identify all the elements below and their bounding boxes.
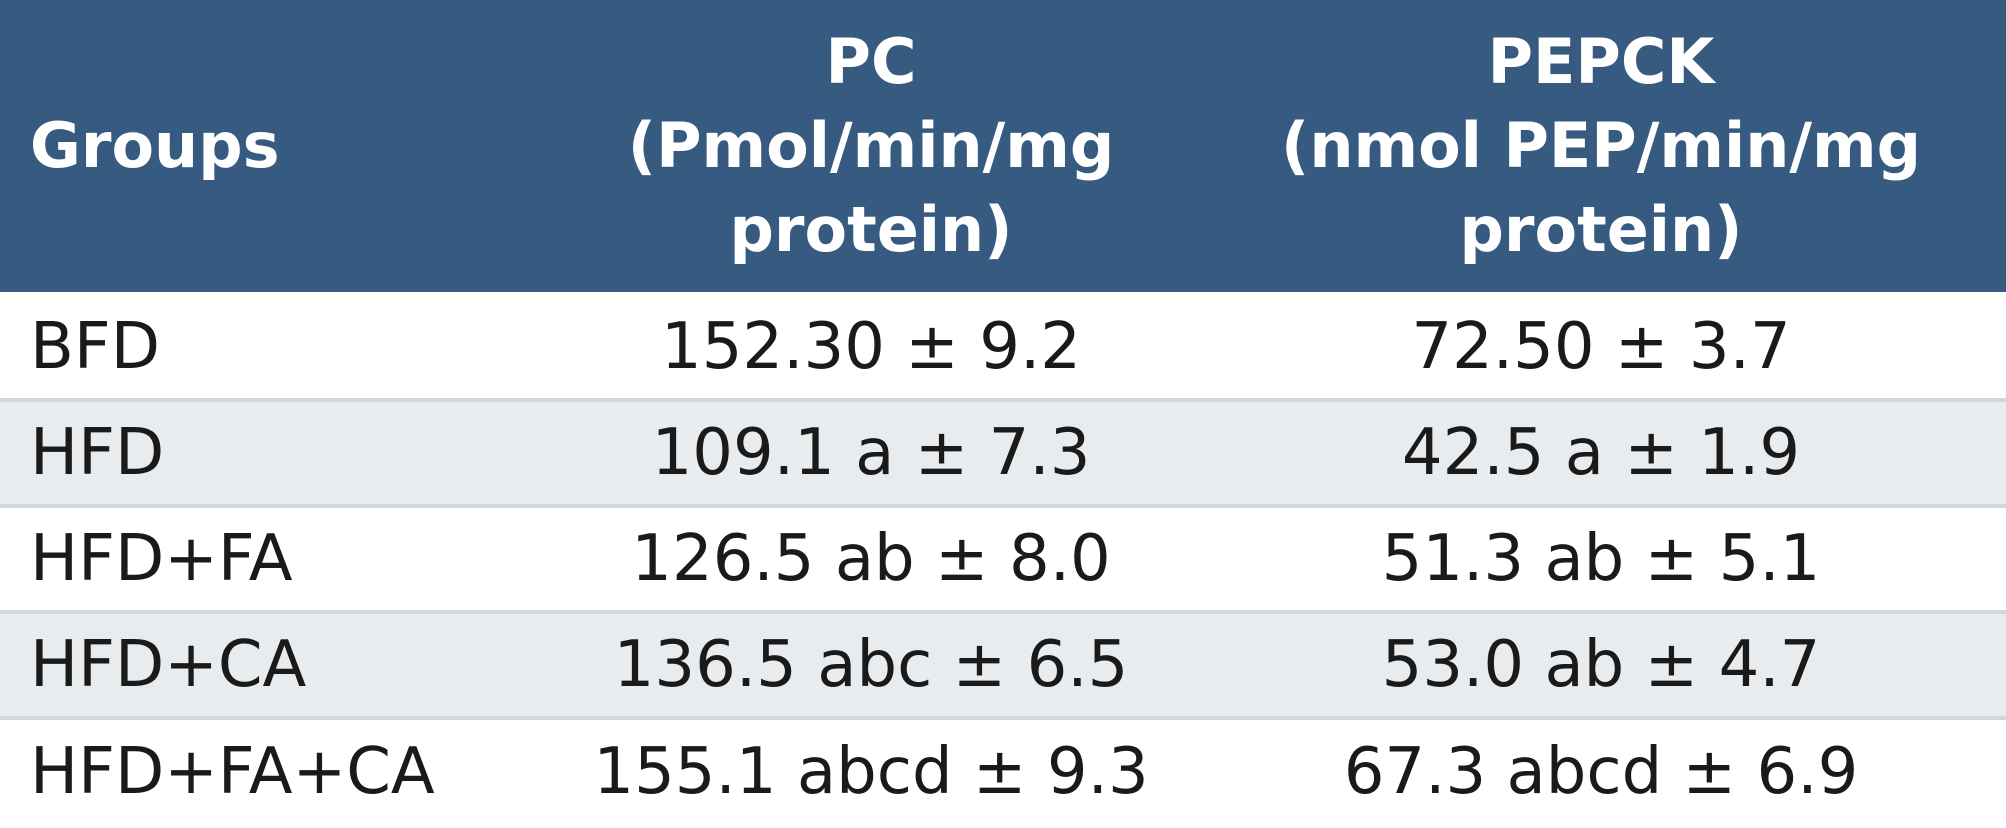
table-row: HFD 109.1 a ± 7.3 42.5 a ± 1.9 bbox=[0, 400, 2006, 506]
cell-pepck: 67.3 abcd ± 6.9 bbox=[1343, 735, 1859, 809]
cell-pc: 152.30 ± 9.2 bbox=[660, 310, 1082, 384]
cell-group: HFD+FA bbox=[30, 522, 293, 596]
header-pc-line3: protein) bbox=[729, 193, 1013, 266]
table-header: Groups PC (Pmol/min/mg protein) PEPCK (n… bbox=[0, 0, 2006, 294]
header-groups: Groups bbox=[30, 109, 280, 182]
header-pepck-line2: (nmol PEP/min/mg bbox=[1280, 109, 1921, 182]
header-pc: PC (Pmol/min/mg protein) bbox=[546, 0, 1196, 294]
cell-pc: 155.1 abcd ± 9.3 bbox=[593, 735, 1149, 809]
cell-pepck: 42.5 a ± 1.9 bbox=[1401, 416, 1801, 490]
cell-pepck: 72.50 ± 3.7 bbox=[1411, 310, 1791, 384]
cell-pc: 136.5 abc ± 6.5 bbox=[613, 628, 1129, 702]
header-pepck-line1: PEPCK bbox=[1487, 25, 1715, 98]
table-body: BFD 152.30 ± 9.2 72.50 ± 3.7 HFD 109.1 a… bbox=[0, 294, 2006, 824]
cell-pc: 109.1 a ± 7.3 bbox=[651, 416, 1091, 490]
header-pepck: PEPCK (nmol PEP/min/mg protein) bbox=[1196, 0, 2006, 294]
cell-group: HFD bbox=[30, 416, 165, 490]
header-pc-line1: PC bbox=[825, 25, 917, 98]
table-row: HFD+FA+CA 155.1 abcd ± 9.3 67.3 abcd ± 6… bbox=[0, 718, 2006, 824]
table-row: BFD 152.30 ± 9.2 72.50 ± 3.7 bbox=[0, 294, 2006, 400]
cell-pepck: 51.3 ab ± 5.1 bbox=[1381, 522, 1821, 596]
header-row: Groups PC (Pmol/min/mg protein) PEPCK (n… bbox=[0, 0, 2006, 294]
header-pc-line2: (Pmol/min/mg bbox=[627, 109, 1115, 182]
table-row: HFD+CA 136.5 abc ± 6.5 53.0 ab ± 4.7 bbox=[0, 612, 2006, 718]
cell-group: HFD+CA bbox=[30, 628, 307, 702]
cell-group: HFD+FA+CA bbox=[30, 735, 435, 809]
cell-pc: 126.5 ab ± 8.0 bbox=[631, 522, 1111, 596]
cell-group: BFD bbox=[30, 310, 160, 384]
cell-pepck: 53.0 ab ± 4.7 bbox=[1381, 628, 1821, 702]
header-pepck-line3: protein) bbox=[1459, 193, 1743, 266]
table-row: HFD+FA 126.5 ab ± 8.0 51.3 ab ± 5.1 bbox=[0, 506, 2006, 612]
